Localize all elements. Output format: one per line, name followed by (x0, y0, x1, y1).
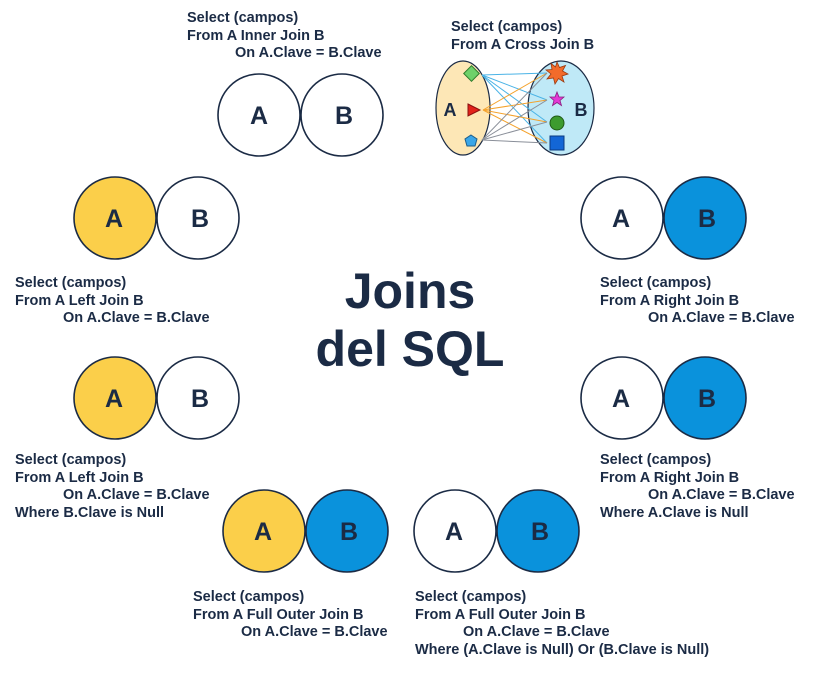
circle-label-b: B (191, 385, 209, 413)
venn-full-outer-join-null: A B (413, 489, 580, 573)
caption-line: On A.Clave = B.Clave (648, 487, 795, 503)
square-icon (549, 135, 565, 151)
caption-line: Where B.Clave is Null (15, 504, 165, 521)
caption-line: On A.Clave = B.Clave (63, 310, 210, 326)
star-icon (548, 90, 566, 107)
caption-line: From A Full Outer Join B (415, 606, 586, 623)
cross-join-connections (481, 72, 548, 144)
triangle-icon (467, 103, 482, 117)
venn-full-outer-join: A B (222, 489, 389, 573)
caption-line: Select (campos) (187, 10, 299, 26)
cross-join-diagram: A B (435, 60, 595, 156)
caption-left-join-null: Select (campos) From A Left Join B On A.… (15, 452, 210, 522)
caption-line: On A.Clave = B.Clave (235, 45, 382, 61)
circle-label-b: B (698, 205, 716, 233)
diamond-icon (463, 65, 480, 82)
title-line-2: del SQL (315, 321, 505, 377)
circle-label-a: A (612, 385, 630, 413)
circle-label-b: B (531, 518, 549, 546)
caption-full-outer-join: Select (campos) From A Full Outer Join B… (193, 589, 388, 642)
circle-label-b: B (698, 385, 716, 413)
caption-line: From A Left Join B (15, 292, 144, 309)
venn-left-join-null: A B (73, 356, 240, 440)
caption-line: Select (campos) (600, 452, 712, 468)
caption-line: Select (campos) (193, 589, 305, 605)
caption-right-join-null: Select (campos) From A Right Join B On A… (600, 452, 795, 522)
caption-line: Select (campos) (600, 275, 712, 291)
circle-label-a: A (612, 205, 630, 233)
title-line-1: Joins (344, 263, 476, 319)
venn-right-join-null: A B (580, 356, 747, 440)
caption-line: Where A.Clave is Null (600, 504, 749, 521)
venn-right-join: A B (580, 176, 747, 260)
caption-line: On A.Clave = B.Clave (463, 624, 610, 640)
caption-line: On A.Clave = B.Clave (63, 487, 210, 503)
caption-line: From A Full Outer Join B (193, 606, 364, 623)
caption-right-join: Select (campos) From A Right Join B On A… (600, 275, 795, 328)
caption-inner-join: Select (campos) From A Inner Join B On A… (187, 10, 382, 63)
caption-line: From A Left Join B (15, 469, 144, 486)
caption-line: Where (A.Clave is Null) Or (B.Clave is N… (415, 641, 710, 658)
circle-label-a: A (254, 518, 272, 546)
caption-full-outer-join-null: Select (campos) From A Full Outer Join B… (415, 589, 709, 659)
caption-line: Select (campos) (415, 589, 527, 605)
circle-label-a: A (250, 102, 268, 130)
caption-line: Select (campos) (15, 452, 127, 468)
caption-line: Select (campos) (451, 19, 563, 35)
circle-label-b: B (191, 205, 209, 233)
caption-line: On A.Clave = B.Clave (648, 310, 795, 326)
caption-line: From A Inner Join B (187, 27, 325, 44)
circle-label-b: B (340, 518, 358, 546)
caption-line: From A Cross Join B (451, 36, 595, 53)
cross-label-b: B (575, 100, 588, 120)
caption-line: On A.Clave = B.Clave (241, 624, 388, 640)
venn-left-join: A B (73, 176, 240, 260)
circle-label-a: A (105, 205, 123, 233)
circle-label-a: A (105, 385, 123, 413)
caption-left-join: Select (campos) From A Left Join B On A.… (15, 275, 210, 328)
caption-cross-join: Select (campos) From A Cross Join B (451, 19, 594, 54)
star-burst-icon (544, 60, 569, 86)
caption-line: Select (campos) (15, 275, 127, 291)
caption-line: From A Right Join B (600, 469, 740, 486)
caption-line: From A Right Join B (600, 292, 740, 309)
circle-label-a: A (445, 518, 463, 546)
cross-label-a: A (444, 100, 457, 120)
circle-icon (549, 115, 565, 131)
circle-label-b: B (335, 102, 353, 130)
page-title: Joins del SQL (310, 262, 510, 378)
venn-inner-join: A B (217, 73, 384, 157)
pentagon-icon (464, 134, 478, 147)
